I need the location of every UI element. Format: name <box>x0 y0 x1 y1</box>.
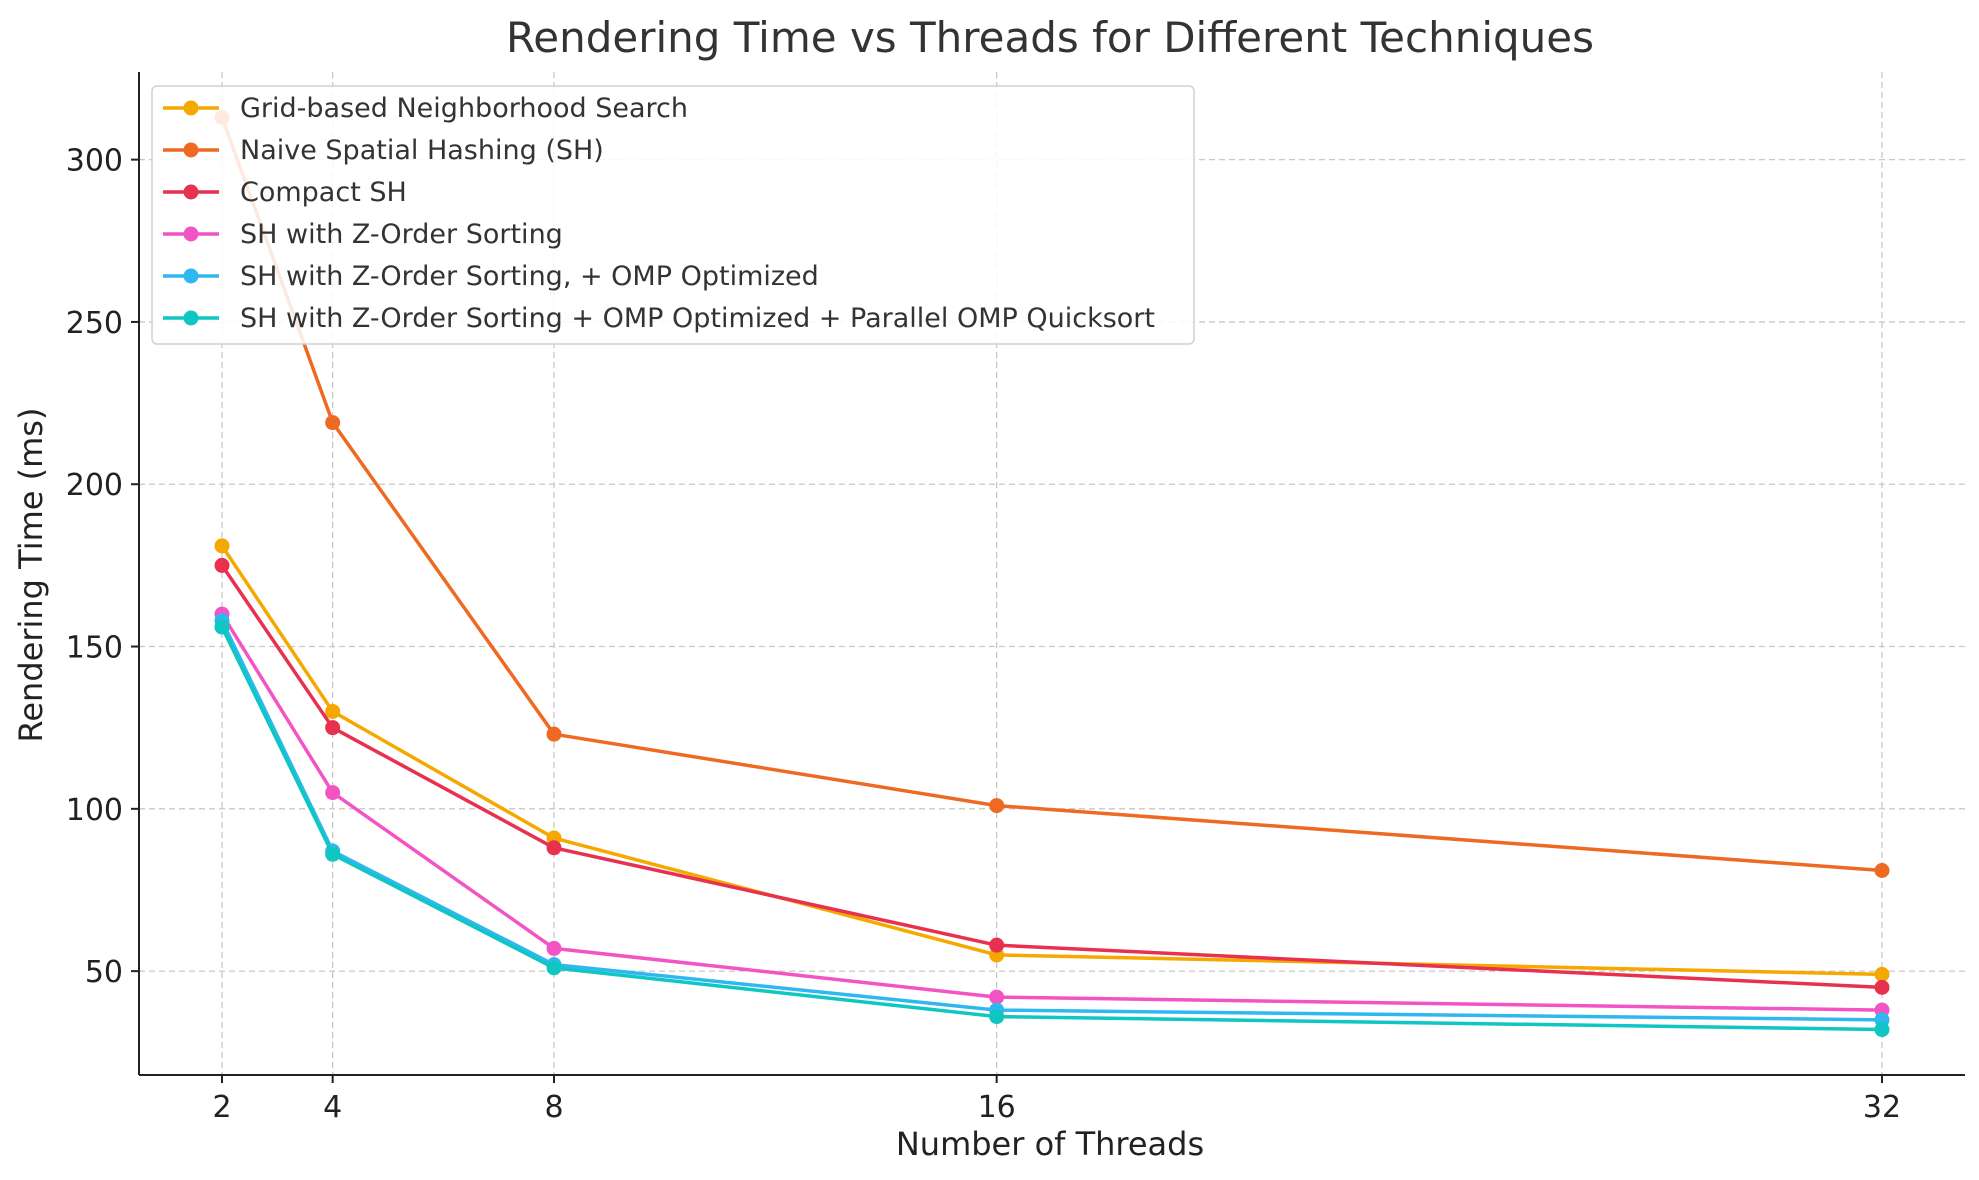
y-tick-label: 200 <box>66 468 123 503</box>
data-point <box>1874 979 1890 995</box>
y-tick-label: 100 <box>66 793 123 828</box>
data-point <box>325 785 341 801</box>
data-point <box>325 415 341 431</box>
axes <box>138 72 1965 1076</box>
data-point <box>1874 1022 1890 1038</box>
y-tick-label: 250 <box>66 306 123 341</box>
x-tick-label: 16 <box>978 1090 1016 1125</box>
legend-label: Grid-based Neighborhood Search <box>240 93 688 124</box>
legend-item: SH with Z-Order Sorting <box>163 219 563 250</box>
y-tick-label: 150 <box>66 631 123 666</box>
legend-box <box>151 85 1195 345</box>
legend-item: SH with Z-Order Sorting + OMP Optimized … <box>163 303 1155 334</box>
data-point <box>1874 863 1890 879</box>
legend-swatch-marker <box>183 310 199 326</box>
data-point <box>214 538 230 554</box>
series-5 <box>214 613 1890 1028</box>
legend-swatch-marker <box>183 226 199 242</box>
data-point <box>989 1009 1005 1025</box>
y-axis-label: Rendering Time (ms) <box>12 408 50 743</box>
legend-label: SH with Z-Order Sorting + OMP Optimized … <box>240 303 1155 334</box>
data-point <box>546 960 562 976</box>
legend-label: Naive Spatial Hashing (SH) <box>240 135 604 166</box>
series-line <box>220 612 1884 1012</box>
y-tick-label: 50 <box>85 955 123 990</box>
legend-item: Compact SH <box>163 177 407 208</box>
data-point <box>989 798 1005 814</box>
legend-swatch-marker <box>183 268 199 284</box>
legend-item: Grid-based Neighborhood Search <box>163 93 688 124</box>
series-line <box>220 618 1884 1022</box>
data-point <box>989 937 1005 953</box>
legend-label: SH with Z-Order Sorting <box>240 219 563 250</box>
series-layer <box>214 109 1890 1038</box>
data-point <box>325 846 341 862</box>
legend-label: SH with Z-Order Sorting, + OMP Optimized <box>240 261 819 292</box>
data-point <box>546 726 562 742</box>
x-tick-label: 4 <box>323 1090 342 1125</box>
chart-title: Rendering Time vs Threads for Different … <box>506 13 1594 62</box>
series-4 <box>214 606 1890 1018</box>
x-axis-label: Number of Threads <box>896 1125 1204 1163</box>
y-tick-label: 300 <box>66 144 123 179</box>
legend-swatch-marker <box>183 100 199 116</box>
legend-swatch-marker <box>183 184 199 200</box>
data-point <box>989 989 1005 1005</box>
legend-item: SH with Z-Order Sorting, + OMP Optimized <box>163 261 819 292</box>
tick-labels: 2 4 8 16 32 50 100 150 200 250 300 <box>66 144 1901 1125</box>
legend-swatch-marker <box>183 142 199 158</box>
data-point <box>546 840 562 856</box>
data-point <box>214 619 230 635</box>
legend-item: Naive Spatial Hashing (SH) <box>163 135 604 166</box>
x-tick-label: 2 <box>212 1090 231 1125</box>
data-point <box>1874 966 1890 982</box>
series-6 <box>214 619 1890 1038</box>
series-3 <box>214 557 1890 995</box>
data-point <box>325 720 341 736</box>
x-tick-label: 8 <box>544 1090 563 1125</box>
data-point <box>214 557 230 573</box>
series-line <box>220 544 1884 977</box>
legend: Grid-based Neighborhood Search Naive Spat… <box>151 85 1195 345</box>
x-tick-label: 32 <box>1863 1090 1901 1125</box>
data-point <box>325 703 341 719</box>
data-point <box>546 940 562 956</box>
series-1 <box>214 538 1890 982</box>
legend-label: Compact SH <box>240 177 407 208</box>
